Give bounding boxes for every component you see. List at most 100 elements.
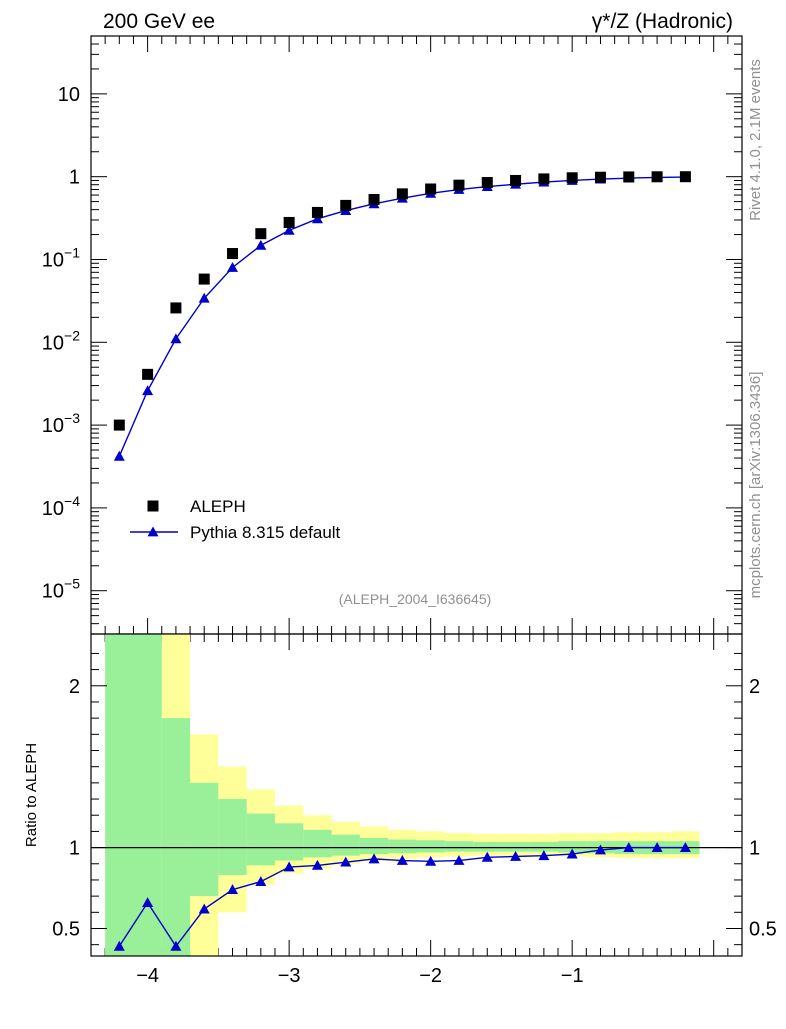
ratio-y-tick-label-left: 2 (69, 676, 80, 698)
ratio-point (538, 850, 550, 861)
aleph-point (283, 216, 295, 228)
ratio-point (623, 842, 635, 852)
uncertainty-band-inner (501, 841, 530, 852)
pythia-point (311, 213, 323, 224)
legend-marker-pythia (130, 526, 178, 537)
ratio-y-tick-label-right: 0.5 (749, 918, 777, 940)
ratio-point (481, 851, 493, 862)
main-y-tick-label: 10 (58, 84, 80, 106)
ratio-point (594, 844, 606, 855)
main-y-tick-label: 10−1 (42, 244, 80, 271)
legend-marker-aleph (147, 500, 159, 512)
main-panel: 10 1 10−1 10−2 10−3 10−4 10−5 ALEPH Pythia 8.3… (42, 35, 743, 956)
main-y-tick-label: 10−2 (42, 327, 80, 354)
uncertainty-band-inner (133, 634, 162, 956)
uncertainty-band-inner (274, 823, 304, 861)
ratio-point (425, 855, 437, 866)
ratio-y-tick-label-left: 1 (69, 838, 80, 860)
analysis-id-label: (ALEPH_2004_I636645) (339, 591, 492, 607)
ratio-point (311, 859, 323, 870)
uncertainty-band-inner (473, 841, 502, 852)
pythia-line (118, 176, 686, 457)
pythia-point (142, 385, 154, 396)
aleph-point (198, 273, 210, 285)
ratio-y-tick-label-left: 0.5 (52, 918, 80, 940)
pythia-point (113, 450, 125, 461)
aleph-point (453, 179, 465, 191)
main-y-tick-label: 10−3 (42, 410, 80, 437)
ratio-frame (90, 633, 743, 957)
aleph-point (566, 172, 578, 184)
aleph-point (340, 199, 352, 211)
legend-square (147, 500, 159, 512)
uncertainty-band-inner (529, 841, 559, 852)
ratio-point (113, 940, 125, 951)
ratio-point (198, 903, 210, 914)
aleph-point (396, 188, 408, 200)
ratio-y-tick-label-right: 1 (749, 838, 760, 860)
ratio-panel: 2 1 0.5 2 1 0.5 −4 −3 −2 −1 Ratio to ALEPH (23, 633, 777, 987)
aleph-point (311, 206, 323, 218)
uncertainty-band-inner (246, 813, 275, 866)
mcplots-label: mcplots.cern.ch [arXiv:1306.3436] (747, 372, 764, 599)
x-tick-label: −1 (561, 965, 584, 987)
pythia-point (227, 262, 239, 272)
uncertainty-band-inner (359, 837, 389, 855)
ratio-point (651, 842, 663, 852)
legend-triangle (147, 526, 159, 537)
uncertainty-band-inner (444, 841, 474, 852)
rivet-version-label: Rivet 4.1.0, 2.1M events (747, 59, 764, 221)
header-right-title: γ*/Z (Hadronic) (592, 10, 733, 33)
ratio-point (142, 897, 154, 908)
uncertainty-band-inner (303, 829, 332, 858)
legend-label-pythia: Pythia 8.315 default (190, 523, 341, 542)
uncertainty-band-inner (105, 634, 134, 956)
aleph-point (510, 174, 522, 186)
main-frame (90, 35, 743, 635)
uncertainty-band-inner (161, 718, 191, 956)
aleph-point (368, 194, 380, 206)
ratio-point (510, 850, 522, 861)
uncertainty-band-inner (416, 840, 445, 853)
ratio-point (255, 876, 267, 886)
pythia-point (198, 292, 210, 303)
pythia-point (255, 239, 267, 250)
aleph-point (142, 368, 154, 380)
x-tick-label: −3 (278, 965, 301, 987)
ratio-point (283, 861, 295, 872)
ratio-point (340, 856, 352, 867)
main-y-tick-label: 10−5 (42, 576, 80, 603)
aleph-point (113, 419, 125, 431)
ratio-point (396, 855, 408, 865)
main-y-tick-label: 1 (69, 167, 80, 189)
pythia-point (170, 333, 182, 344)
x-tick-label: −2 (419, 965, 442, 987)
aleph-point (425, 183, 437, 195)
ratio-point (453, 855, 465, 865)
pythia-point (283, 224, 295, 235)
aleph-point (623, 171, 635, 183)
ratio-point (170, 940, 182, 951)
ratio-point (368, 853, 380, 864)
aleph-point (481, 177, 493, 189)
uncertainty-band-inner (218, 799, 247, 876)
ratio-y-tick-label-right: 2 (749, 676, 760, 698)
main-y-tick-label: 10−4 (42, 493, 80, 520)
uncertainty-band-inner (331, 834, 360, 856)
ratio-point (566, 848, 578, 859)
aleph-point (651, 171, 663, 183)
aleph-point (679, 171, 691, 183)
ratio-point (227, 884, 239, 895)
aleph-point (255, 228, 267, 240)
aleph-point (227, 248, 239, 260)
legend: ALEPH Pythia 8.315 default (130, 497, 341, 542)
legend-label-aleph: ALEPH (190, 497, 246, 516)
aleph-point (594, 171, 606, 183)
x-tick-label: −4 (136, 965, 159, 987)
uncertainty-band-inner (388, 839, 417, 854)
aleph-point (538, 173, 550, 185)
ratio-point (679, 842, 691, 852)
header-left-title: 200 GeV ee (103, 10, 215, 33)
